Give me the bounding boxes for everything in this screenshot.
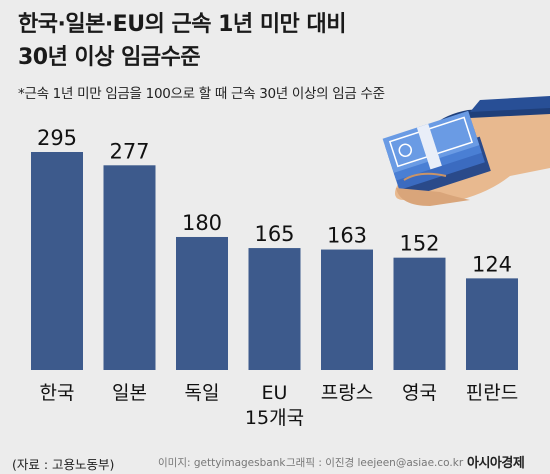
category-label: 일본: [112, 382, 147, 404]
title-line-2: 30년 이상 임금수준: [18, 45, 201, 70]
category-label: EU: [262, 382, 288, 404]
category-label: 독일: [185, 382, 220, 404]
bar: [393, 257, 446, 370]
category-label: 영국: [402, 382, 437, 404]
graphic-credit: 그래픽 : 이진경 leejeen@asiae.co.kr: [286, 457, 464, 469]
data-label: 163: [327, 224, 367, 248]
bar: [103, 165, 156, 370]
category-label: 핀란드: [466, 382, 518, 404]
image-credit: 이미지: gettyimagesbank: [158, 457, 286, 469]
bar: [466, 278, 518, 370]
category-label: 15개국: [245, 407, 304, 429]
source-text: (자료 : 고용노동부): [12, 457, 115, 472]
bars-group: 295 한국 277 일본 180 독일 165 EU 15개국 163 프랑스 152 영국 124 핀란…: [31, 126, 518, 429]
hand-holding-money-icon: [382, 96, 550, 206]
footer: (자료 : 고용노동부) 이미지: gettyimagesbank 그래픽 : …: [0, 446, 550, 474]
category-label: 한국: [40, 382, 75, 404]
bar: [248, 248, 301, 370]
brand-logo: 아시아경제: [467, 456, 525, 471]
data-label: 124: [472, 252, 512, 276]
bar: [31, 152, 83, 370]
title-line-1: 한국·일본·EU의 근속 1년 미만 대비: [18, 12, 346, 37]
category-label: 프랑스: [321, 382, 373, 404]
data-label: 295: [37, 126, 77, 150]
data-label: 180: [182, 211, 222, 235]
chart-title: 한국·일본·EU의 근속 1년 미만 대비 30년 이상 임금수준: [18, 8, 346, 74]
bar: [176, 236, 228, 370]
data-label: 165: [254, 222, 294, 246]
data-label: 152: [399, 232, 439, 256]
chart-subtitle: *근속 1년 미만 임금을 100으로 할 때 근속 30년 이상의 임금 수준: [18, 86, 385, 102]
bar: [321, 249, 373, 370]
data-label: 277: [109, 139, 149, 163]
